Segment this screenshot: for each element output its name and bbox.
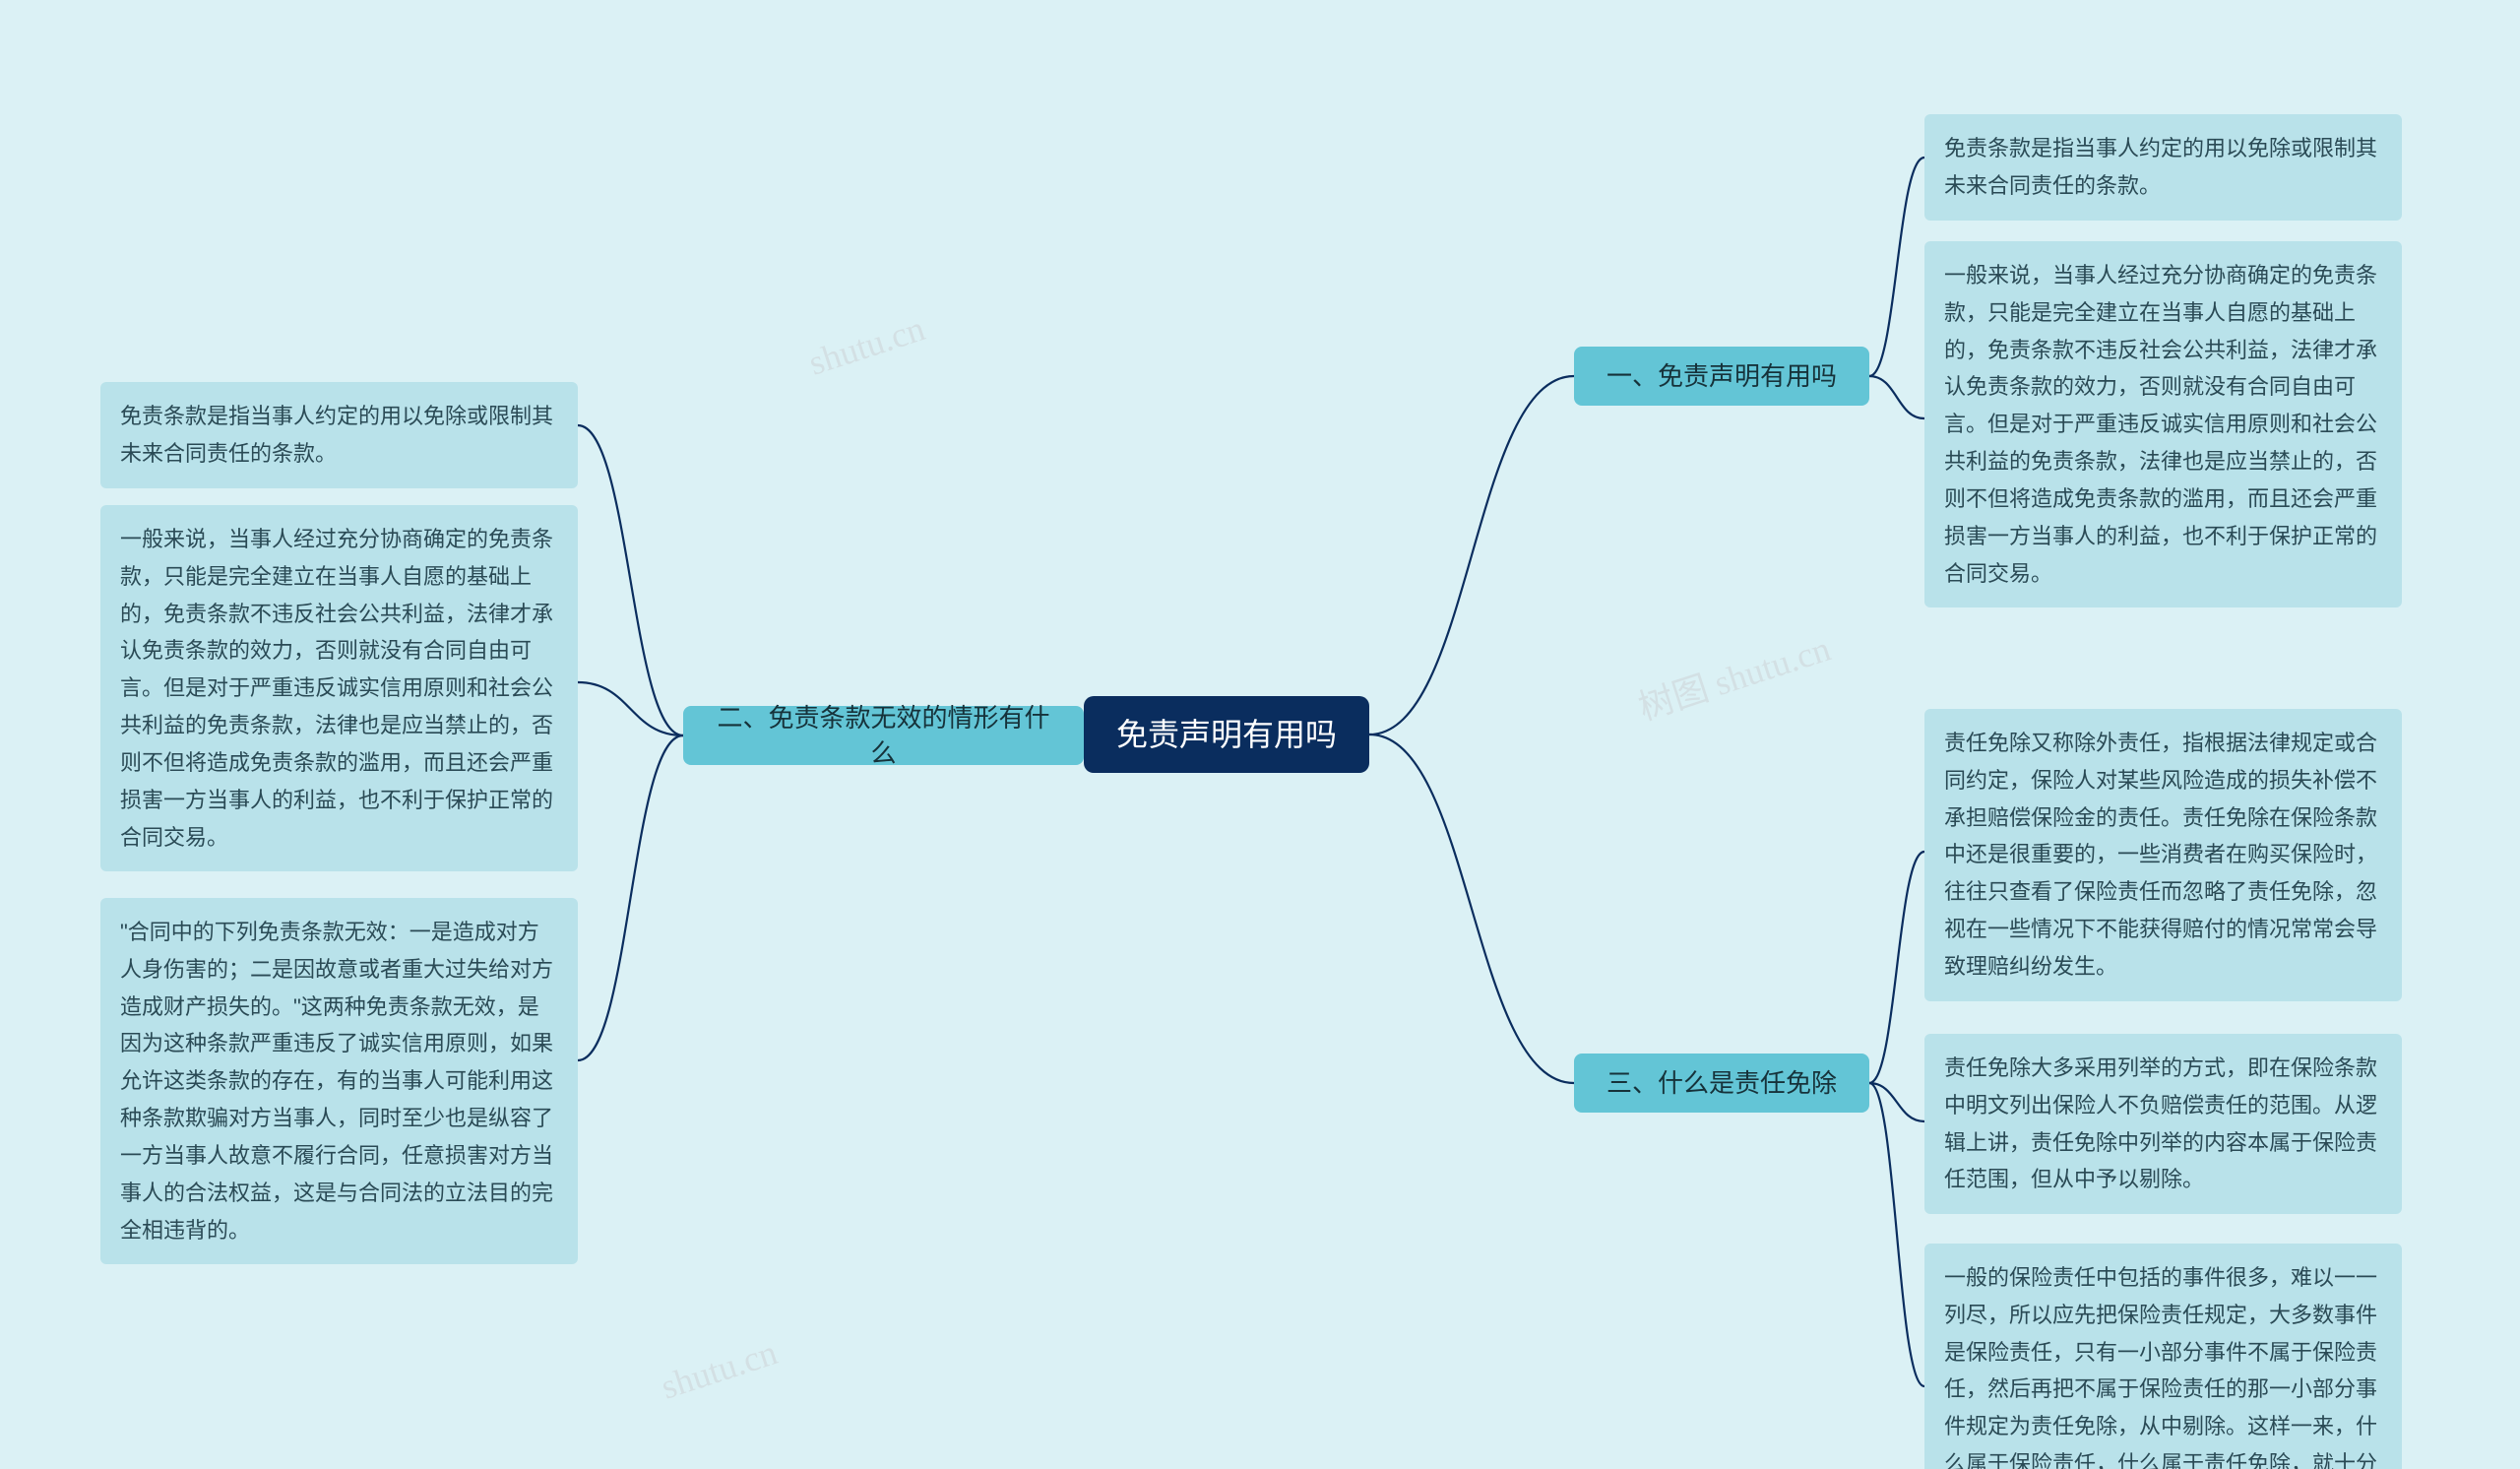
branch-node-3[interactable]: 三、什么是责任免除 [1574, 1054, 1869, 1113]
leaf-text: "合同中的下列免责条款无效：一是造成对方人身伤害的；二是因故意或者重大过失给对方… [120, 920, 553, 1243]
leaf-node[interactable]: 免责条款是指当事人约定的用以免除或限制其未来合同责任的条款。 [100, 382, 578, 488]
leaf-node[interactable]: 免责条款是指当事人约定的用以免除或限制其未来合同责任的条款。 [1924, 114, 2402, 221]
branch-label: 三、什么是责任免除 [1606, 1065, 1837, 1101]
branch-node-2[interactable]: 二、免责条款无效的情形有什么 [683, 706, 1084, 765]
leaf-node[interactable]: 一般来说，当事人经过充分协商确定的免责条款，只能是完全建立在当事人自愿的基础上的… [100, 505, 578, 871]
leaf-text: 一般的保险责任中包括的事件很多，难以一一列尽，所以应先把保险责任规定，大多数事件… [1944, 1265, 2377, 1469]
mindmap-canvas: shutu.cn 树图 shutu.cn shutu.cn shutu.cn 免… [0, 0, 2520, 1469]
leaf-node[interactable]: 责任免除大多采用列举的方式，即在保险条款中明文列出保险人不负赔偿责任的范围。从逻… [1924, 1034, 2402, 1214]
leaf-text: 一般来说，当事人经过充分协商确定的免责条款，只能是完全建立在当事人自愿的基础上的… [1944, 263, 2377, 586]
leaf-node[interactable]: "合同中的下列免责条款无效：一是造成对方人身伤害的；二是因故意或者重大过失给对方… [100, 898, 578, 1264]
leaf-text: 免责条款是指当事人约定的用以免除或限制其未来合同责任的条款。 [120, 404, 553, 466]
root-label: 免责声明有用吗 [1116, 713, 1337, 757]
leaf-text: 免责条款是指当事人约定的用以免除或限制其未来合同责任的条款。 [1944, 136, 2377, 198]
branch-label: 一、免责声明有用吗 [1606, 358, 1837, 394]
leaf-node[interactable]: 一般来说，当事人经过充分协商确定的免责条款，只能是完全建立在当事人自愿的基础上的… [1924, 241, 2402, 607]
leaf-text: 一般来说，当事人经过充分协商确定的免责条款，只能是完全建立在当事人自愿的基础上的… [120, 527, 553, 850]
leaf-node[interactable]: 一般的保险责任中包括的事件很多，难以一一列尽，所以应先把保险责任规定，大多数事件… [1924, 1244, 2402, 1469]
branch-label: 二、免责条款无效的情形有什么 [709, 700, 1058, 772]
leaf-text: 责任免除又称除外责任，指根据法律规定或合同约定，保险人对某些风险造成的损失补偿不… [1944, 731, 2377, 979]
root-node[interactable]: 免责声明有用吗 [1084, 696, 1369, 773]
leaf-node[interactable]: 责任免除又称除外责任，指根据法律规定或合同约定，保险人对某些风险造成的损失补偿不… [1924, 709, 2402, 1001]
leaf-text: 责任免除大多采用列举的方式，即在保险条款中明文列出保险人不负赔偿责任的范围。从逻… [1944, 1055, 2377, 1191]
branch-node-1[interactable]: 一、免责声明有用吗 [1574, 347, 1869, 406]
